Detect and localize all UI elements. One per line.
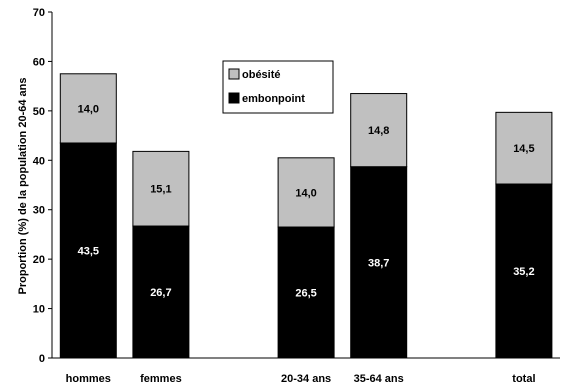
legend-label: embonpoint [242, 93, 305, 105]
y-tick-label: 70 [33, 7, 45, 19]
y-tick-label: 60 [33, 56, 45, 68]
data-label: 14,0 [295, 187, 316, 199]
data-label: 35,2 [513, 266, 534, 278]
legend: obésité embonpoint [222, 60, 334, 114]
x-tick-labels: hommes femmes 20-34 ans 35-64 ans total [66, 373, 536, 385]
x-tick-label: 35-64 ans [354, 373, 404, 385]
bar-obésité-total [495, 111, 553, 185]
bar-obésité-hommes [59, 73, 117, 144]
x-tick-label: hommes [66, 373, 111, 385]
legend-swatch [228, 92, 240, 104]
y-tick-label: 20 [33, 254, 45, 266]
data-label: 14,0 [78, 103, 99, 115]
bar-embonpoint-hommes [59, 142, 117, 359]
y-tick-label: 50 [33, 106, 45, 118]
legend-swatch [228, 68, 240, 80]
y-tick-label: 40 [33, 155, 45, 167]
bar-obésité-20-34 ans [277, 157, 335, 228]
y-tick-label: 0 [39, 353, 45, 365]
y-tick-label: 30 [33, 205, 45, 217]
data-label: 14,8 [368, 125, 389, 137]
data-label: 14,5 [513, 143, 534, 155]
data-label: 26,5 [295, 288, 316, 300]
x-tick-label: total [512, 373, 535, 385]
bar-embonpoint-femmes [132, 225, 190, 359]
y-tick-label: 10 [33, 304, 45, 316]
bar-embonpoint-total [495, 183, 553, 359]
x-tick-label: femmes [140, 373, 182, 385]
bar-obésité-femmes [132, 150, 190, 227]
x-tick-label: 20-34 ans [281, 373, 331, 385]
legend-box [222, 60, 334, 114]
bar-embonpoint-20-34 ans [277, 226, 335, 359]
bar-obésité-35-64 ans [350, 93, 408, 168]
bars: 43,5 14,0 26,7 15,1 26,5 14,0 38,7 14,8 35,2 14,5 [59, 73, 553, 359]
data-label: 43,5 [78, 245, 99, 257]
legend-label: obésité [242, 69, 281, 81]
bar-embonpoint-35-64 ans [350, 166, 408, 359]
data-label: 26,7 [150, 287, 171, 299]
data-label: 38,7 [368, 257, 389, 269]
data-label: 15,1 [150, 184, 171, 196]
y-axis-label: Proportion (%) de la population 20-64 an… [17, 78, 29, 295]
